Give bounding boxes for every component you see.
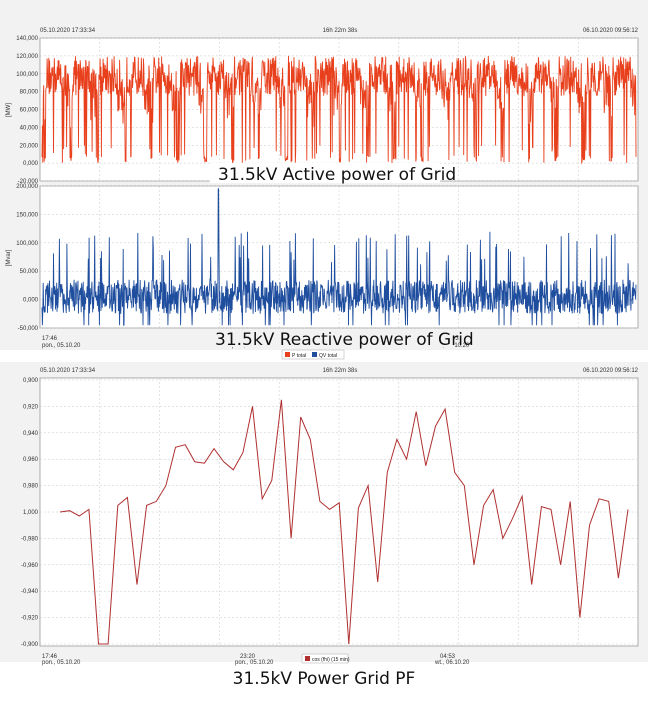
pf-y-tick-label: -0,920 [21, 616, 39, 622]
reactive-x-tick-date: pon., 05.10.20 [42, 343, 81, 349]
pf-caption: 31.5kV Power Grid PF [233, 669, 416, 689]
reactive-power-y-tick-label: 0,000 [23, 298, 39, 304]
pf-legend-swatch [305, 656, 310, 661]
reactive-power-y-axis-label: [Mvar] [6, 249, 12, 266]
header-end-time: 06.10.2020 09:56:12 [583, 28, 639, 34]
header-start-time: 05.10.2020 17:33:34 [40, 28, 96, 34]
reactive-power-y-tick-label: 100,000 [16, 241, 38, 247]
pf-header-start-time: 05.10.2020 17:33:34 [40, 368, 96, 374]
active-power-caption-background [210, 163, 440, 183]
pf-y-tick-label: -0,940 [21, 589, 39, 595]
active-power-caption: 31.5kV Active power of Grid [218, 165, 456, 185]
pf-header-duration: 16h 22m 38s [323, 368, 358, 374]
pf-x-tick-time: 04:53 [440, 654, 456, 660]
active-power-y-tick-label: 80,000 [20, 90, 39, 96]
reactive-power-y-tick-label: 150,000 [16, 212, 38, 218]
pf-y-tick-label: 0,980 [23, 484, 39, 490]
pf-y-tick-label: 0,920 [23, 404, 39, 410]
pf-legend-label: cos (fhi) (15 min) [312, 657, 350, 663]
active-power-y-tick-label: -20,000 [18, 179, 39, 185]
active-power-y-tick-label: 40,000 [20, 125, 39, 131]
pf-header-end-time: 06.10.2020 09:56:12 [583, 368, 639, 374]
pf-y-tick-label: -0,900 [21, 642, 39, 648]
pf-y-tick-label: -0,960 [21, 563, 39, 569]
legend-label-qv-total: QV total [319, 353, 337, 359]
pf-x-tick-time: 23:20 [240, 654, 256, 660]
reactive-power-y-tick-label: 50,000 [20, 269, 39, 275]
pf-y-tick-label: 1,000 [23, 510, 39, 516]
reactive-power-caption-background [210, 329, 455, 347]
pf-y-tick-label: 0,940 [23, 431, 39, 437]
pf-legend-box [301, 653, 349, 664]
pf-x-tick-time: 17:46 [42, 654, 58, 660]
active-power-y-tick-label: 100,000 [16, 72, 38, 78]
legend-label-p-total: P total [292, 353, 306, 359]
legend-swatch-qv-total [312, 352, 317, 357]
active-power-y-axis-label: [MW] [6, 103, 12, 117]
active-power-y-tick-label: 20,000 [20, 143, 39, 149]
reactive-x-tick-time: 17:46 [42, 336, 58, 342]
active-power-series-line [41, 55, 637, 165]
active-power-y-tick-label: 140,000 [16, 36, 38, 42]
pf-x-tick-date: pon., 05.10.20 [235, 660, 274, 666]
pf-y-tick-label: -0,980 [21, 536, 39, 542]
reactive-power-caption: 31.5kV Reactive power of Grid [215, 330, 474, 350]
header-duration: 16h 22m 38s [323, 28, 358, 34]
active-power-y-tick-label: 120,000 [16, 54, 38, 60]
legend-swatch-p-total [285, 352, 290, 357]
active-power-y-tick-label: 60,000 [20, 108, 39, 114]
pf-x-tick-date: wt., 06.10.20 [434, 660, 470, 666]
reactive-power-series-line [41, 188, 637, 326]
pf-x-tick-date: pon., 05.10.20 [42, 660, 81, 666]
reactive-power-y-tick-label: -50,000 [18, 326, 39, 332]
pf-series-line [59, 399, 629, 645]
pf-y-tick-label: 0,900 [23, 378, 39, 384]
pf-y-tick-label: 0,960 [23, 457, 39, 463]
reactive-caption-suffix: 53 [452, 336, 459, 342]
active-power-y-tick-label: 0,000 [23, 161, 39, 167]
reactive-power-y-tick-label: 200,000 [16, 184, 38, 190]
